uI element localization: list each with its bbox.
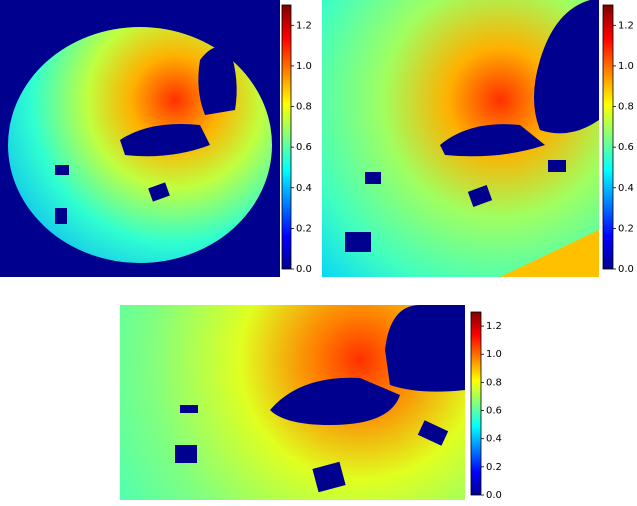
colorbar-tick-label: 0.0 [486, 490, 502, 501]
colorbar-tick-label: 0.2 [618, 223, 634, 234]
colorbar-tick-label: 0.0 [296, 264, 312, 275]
colorbar-tick-label: 0.6 [618, 142, 634, 153]
colorbar-tick-label: 0.2 [486, 462, 502, 473]
colorbar-tick-label: 1.0 [296, 61, 312, 72]
depth-image-2 [322, 0, 599, 277]
colorbar-tick-label: 1.2 [618, 20, 634, 31]
colorbar-tick-label: 0.0 [618, 264, 634, 275]
colorbar [602, 4, 614, 270]
colorbar-tick-label: 1.0 [618, 61, 634, 72]
colorbar-tick-label: 0.2 [296, 223, 312, 234]
depth-image-3 [120, 305, 465, 500]
colorbar-tick-label: 0.4 [486, 434, 502, 445]
colorbar-tick-label: 1.2 [486, 321, 502, 332]
colorbar-tick-label: 0.4 [296, 183, 312, 194]
colorbar-tick-label: 0.6 [296, 142, 312, 153]
colorbar-tick-label: 0.8 [486, 377, 502, 388]
colorbar-tick-label: 0.4 [618, 183, 634, 194]
colorbar-tick-label: 0.8 [296, 102, 312, 113]
colorbar-tick-label: 1.0 [486, 349, 502, 360]
colorbar [281, 4, 292, 270]
depth-image-1 [0, 0, 280, 277]
colorbar-tick-label: 1.2 [296, 20, 312, 31]
colorbar [470, 311, 482, 496]
colorbar-tick-label: 0.6 [486, 406, 502, 417]
colorbar-tick-label: 0.8 [618, 102, 634, 113]
